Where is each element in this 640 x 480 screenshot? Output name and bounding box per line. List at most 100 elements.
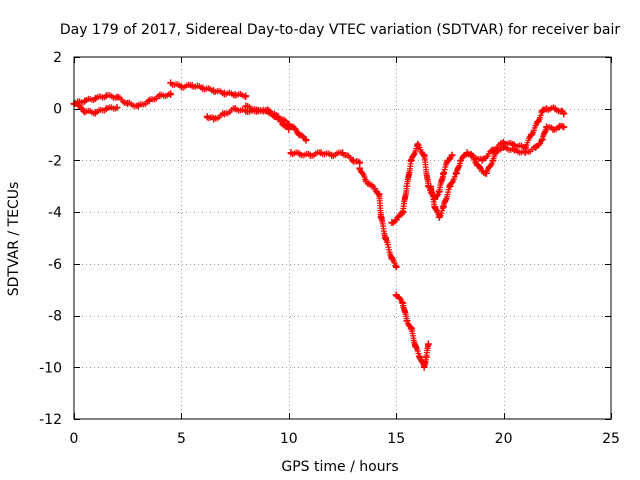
x-tick-label: 10 <box>280 431 298 447</box>
data-point <box>287 149 295 157</box>
y-tick-label: 2 <box>53 50 62 66</box>
data-point <box>74 102 82 110</box>
sdtvar-data-segment <box>71 90 174 110</box>
data-point <box>91 109 99 117</box>
data-point <box>457 156 465 164</box>
data-point <box>427 182 435 190</box>
data-point <box>467 151 475 159</box>
y-tick-label: -10 <box>39 360 62 376</box>
data-point <box>134 102 142 110</box>
data-point <box>381 234 389 242</box>
data-point <box>399 208 407 216</box>
data-point <box>399 299 407 307</box>
data-point <box>528 131 536 139</box>
data-point <box>414 141 422 149</box>
data-point <box>407 156 415 164</box>
data-point <box>403 317 411 325</box>
data-point <box>81 107 89 115</box>
data-point <box>403 182 411 190</box>
data-point <box>274 115 282 123</box>
data-point <box>560 123 568 131</box>
sdtvar-data-segment <box>75 102 120 117</box>
data-point <box>392 262 400 270</box>
data-point <box>478 156 486 164</box>
y-tick-label: -4 <box>48 205 62 221</box>
data-point <box>444 156 452 164</box>
data-point <box>420 363 428 371</box>
data-point <box>392 216 400 224</box>
data-point <box>156 92 164 100</box>
data-point <box>532 144 540 151</box>
data-point <box>416 353 424 361</box>
data-point <box>302 136 310 144</box>
data-point <box>349 156 357 164</box>
data-point <box>285 125 293 133</box>
data-point <box>263 106 271 114</box>
data-point <box>500 138 508 146</box>
data-point <box>521 144 529 151</box>
data-point <box>167 79 175 87</box>
data-point <box>439 203 447 211</box>
data-point <box>422 353 430 361</box>
data-point <box>560 110 568 118</box>
data-point <box>242 92 250 100</box>
data-point <box>253 107 261 115</box>
data-point <box>188 81 196 89</box>
data-point <box>538 136 546 144</box>
data-point <box>478 167 486 175</box>
data-point <box>124 100 132 108</box>
data-point <box>317 149 325 157</box>
data-point <box>431 203 439 211</box>
data-point <box>489 156 497 164</box>
data-point <box>538 107 546 115</box>
data-point <box>489 146 497 154</box>
data-point <box>81 97 89 105</box>
gridlines <box>74 57 611 419</box>
data-point <box>377 213 385 221</box>
data-point <box>210 115 218 123</box>
data-point <box>407 325 415 332</box>
data-point <box>296 150 304 158</box>
data-point <box>463 149 471 157</box>
data-point <box>220 110 228 118</box>
y-tick-label: -12 <box>39 412 62 428</box>
data-point <box>452 169 460 177</box>
data-point <box>231 105 239 113</box>
x-tick-label: 20 <box>495 431 513 447</box>
data-point <box>551 105 559 113</box>
data-point <box>424 340 432 348</box>
data-point <box>371 185 379 193</box>
data-point <box>177 83 185 91</box>
data-point <box>543 123 551 131</box>
data-point <box>291 125 299 133</box>
sdtvar-data-segment <box>388 140 455 227</box>
y-tick-label: -2 <box>48 153 62 169</box>
y-tick-label: 0 <box>53 102 62 118</box>
x-tick-label: 5 <box>177 431 186 447</box>
data-point <box>420 151 428 159</box>
data-point <box>534 118 542 126</box>
data-point <box>91 94 99 102</box>
data-point <box>231 90 239 98</box>
data-point <box>412 343 420 351</box>
data-point <box>388 218 396 226</box>
sdtvar-data-segment <box>427 122 567 221</box>
data-point <box>113 103 121 111</box>
data-point <box>549 125 557 133</box>
y-axis-label: SDTVAR / TECUs <box>6 182 22 297</box>
data-point <box>210 87 218 95</box>
data-point <box>356 164 364 172</box>
data-point <box>510 141 518 149</box>
y-tick-label: -8 <box>48 309 62 325</box>
x-axis-label: GPS time / hours <box>281 459 398 475</box>
data-point <box>448 151 456 159</box>
data-point <box>543 105 551 113</box>
chart-title: Day 179 of 2017, Sidereal Day-to-day VTE… <box>60 22 621 38</box>
data-point <box>435 187 443 195</box>
data-series <box>70 79 568 371</box>
data-point <box>388 255 396 263</box>
data-point <box>167 90 175 98</box>
x-tick-label: 15 <box>387 431 405 447</box>
data-point <box>199 84 207 92</box>
